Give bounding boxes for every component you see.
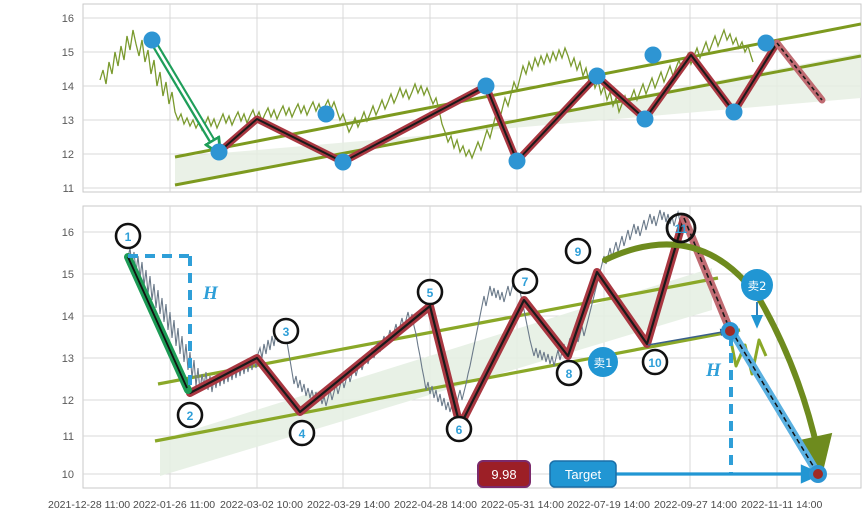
target-label-text: Target [565, 467, 602, 482]
wave-marker-2[interactable]: 2 [176, 401, 204, 429]
wave-marker-6-label: 6 [456, 423, 463, 437]
wave-marker-10-label: 10 [648, 356, 662, 370]
wave-marker-7[interactable]: 7 [511, 267, 539, 295]
y-tick-13: 13 [62, 353, 74, 365]
x-tick-2: 2022-03-02 10:00 [220, 499, 303, 511]
upper-entry-arrow-core [150, 39, 216, 147]
wave-marker-1[interactable]: 1 [114, 222, 142, 250]
y-tick-15: 15 [62, 47, 74, 59]
y-tick-14: 14 [62, 311, 74, 323]
wave-marker-4-label: 4 [299, 427, 306, 441]
x-tick-0: 2021-12-28 11:00 [48, 499, 130, 511]
pivot-tie-line [647, 328, 730, 346]
pivot-dot-10[interactable] [725, 103, 743, 121]
lower-wave-zigzag-inner [188, 216, 686, 428]
sell2-pivot-marker[interactable] [721, 322, 739, 340]
height-measure-left: H [128, 254, 219, 392]
y-tick-11: 11 [63, 183, 74, 195]
pivot-dot-7[interactable] [588, 67, 606, 85]
x-tick-6: 2022-07-19 14:00 [567, 499, 650, 511]
wave-marker-5-label: 5 [427, 286, 434, 300]
wave-marker-9[interactable]: 9 [564, 237, 592, 265]
pivot-dot-11[interactable] [757, 34, 775, 52]
x-tick-3: 2022-03-29 14:00 [307, 499, 390, 511]
pivot-dot-2[interactable] [210, 143, 228, 161]
upper-wave-zigzag-inner [218, 42, 778, 163]
h-left-label: H [202, 283, 219, 304]
lower-entry-arrow-core [127, 256, 188, 389]
upper-panel: 16 15 14 13 12 11 [62, 3, 862, 195]
y-tick-11: 11 [63, 431, 74, 443]
y-tick-16: 16 [62, 13, 74, 25]
x-axis-tick-labels: 2021-12-28 11:00 2022-01-26 11:00 2022-0… [48, 499, 823, 511]
sell-signal-1-label: 卖1 [594, 356, 613, 370]
x-tick-5: 2022-05-31 14:00 [481, 499, 564, 511]
wave-marker-3[interactable]: 3 [272, 317, 300, 345]
wave-marker-7-label: 7 [522, 275, 529, 289]
wave-marker-1-label: 1 [125, 230, 132, 244]
h-right-label: H [705, 360, 722, 381]
wave-marker-3-label: 3 [283, 325, 290, 339]
wave-marker-11-label: 11 [675, 222, 688, 236]
y-tick-12: 12 [62, 149, 74, 161]
x-tick-8: 2022-11-11 14:00 [741, 499, 823, 511]
upper-gridlines [83, 4, 861, 192]
y-tick-10: 10 [62, 469, 74, 481]
y-tick-14: 14 [62, 81, 74, 93]
sell-signal-2-label: 卖2 [748, 279, 767, 293]
height-measure-right: H [705, 336, 733, 474]
pivot-dot-5[interactable] [477, 77, 495, 95]
x-tick-4: 2022-04-28 14:00 [394, 499, 477, 511]
pivot-dot-1[interactable] [143, 31, 161, 49]
upper-y-tick-labels: 16 15 14 13 12 11 [62, 13, 74, 195]
pivot-dot-9[interactable] [644, 46, 662, 64]
target-marker[interactable] [809, 465, 827, 483]
wave-marker-8[interactable]: 8 [555, 359, 583, 387]
upper-price-series [99, 27, 754, 160]
sell-signal-2[interactable]: 卖2 [741, 269, 773, 301]
y-tick-13: 13 [62, 115, 74, 127]
upper-channel-lower-line [174, 54, 861, 187]
upper-pivot-markers [143, 31, 775, 171]
wave-marker-4[interactable]: 4 [288, 419, 316, 447]
wave-marker-5[interactable]: 5 [416, 278, 444, 306]
y-tick-12: 12 [62, 395, 74, 407]
wave-marker-6[interactable]: 6 [445, 415, 473, 443]
y-tick-16: 16 [62, 227, 74, 239]
wave-marker-11[interactable]: 11 [665, 212, 697, 244]
pivot-dot-8[interactable] [636, 110, 654, 128]
lower-panel: 16 15 14 13 12 11 10 [62, 205, 862, 489]
target-label-badge[interactable]: Target [549, 460, 617, 488]
pivot-dot-6[interactable] [508, 152, 526, 170]
x-tick-1: 2022-01-26 11:00 [133, 499, 215, 511]
sell-signal-1[interactable]: 卖1 [588, 347, 618, 377]
x-tick-7: 2022-09-27 14:00 [654, 499, 737, 511]
target-price-badge[interactable]: 9.98 [477, 460, 531, 488]
lower-y-tick-labels: 16 15 14 13 12 11 10 [62, 227, 74, 481]
wave-marker-8-label: 8 [566, 367, 573, 381]
y-tick-15: 15 [62, 269, 74, 281]
upper-projection-dash [776, 42, 823, 101]
pivot-dot-3[interactable] [317, 105, 335, 123]
pivot-dot-4[interactable] [334, 153, 352, 171]
target-price-text: 9.98 [491, 467, 516, 482]
wave-marker-9-label: 9 [575, 245, 582, 259]
measured-move-dash [730, 329, 819, 475]
wave-marker-10[interactable]: 10 [641, 348, 669, 376]
wave-number-markers: 1 2 3 4 5 [114, 212, 697, 447]
wave-marker-2-label: 2 [187, 409, 194, 423]
